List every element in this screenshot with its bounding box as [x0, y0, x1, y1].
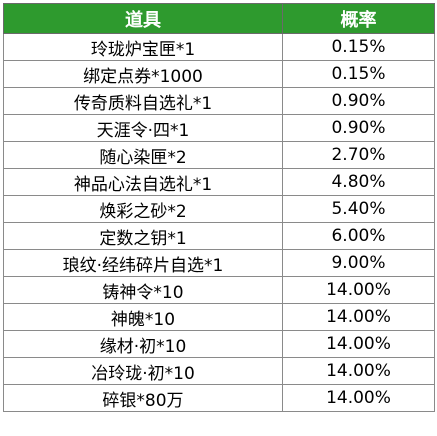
probability-cell: 4.80% — [282, 168, 435, 196]
probability-cell: 0.90% — [282, 114, 435, 142]
table-row: 神品心法自选礼*1 4.80% — [3, 168, 435, 196]
probability-cell: 14.00% — [282, 276, 435, 304]
item-cell: 随心染匣*2 — [3, 141, 283, 169]
item-cell: 焕彩之砂*2 — [3, 195, 283, 223]
table-row: 神魄*10 14.00% — [3, 303, 435, 331]
probability-cell: 2.70% — [282, 141, 435, 169]
item-cell: 传奇质料自选礼*1 — [3, 87, 283, 115]
item-cell: 天涯令·四*1 — [3, 114, 283, 142]
item-cell: 冶玲珑·初*10 — [3, 357, 283, 385]
table-header-row: 道具 概率 — [3, 3, 435, 34]
probability-cell: 9.00% — [282, 249, 435, 277]
probability-cell: 14.00% — [282, 357, 435, 385]
item-cell: 琅纹·经纬碎片自选*1 — [3, 249, 283, 277]
header-item: 道具 — [3, 3, 283, 34]
item-cell: 神魄*10 — [3, 303, 283, 331]
table-row: 天涯令·四*1 0.90% — [3, 114, 435, 142]
table-row: 缘材·初*10 14.00% — [3, 330, 435, 358]
table-row: 琅纹·经纬碎片自选*1 9.00% — [3, 249, 435, 277]
item-cell: 铸神令*10 — [3, 276, 283, 304]
probability-cell: 0.15% — [282, 33, 435, 61]
probability-cell: 0.90% — [282, 87, 435, 115]
table-row: 玲珑炉宝匣*1 0.15% — [3, 33, 435, 61]
probability-cell: 14.00% — [282, 384, 435, 412]
item-cell: 碎银*80万 — [3, 384, 283, 412]
probability-cell: 0.15% — [282, 60, 435, 88]
probability-cell: 6.00% — [282, 222, 435, 250]
table-row: 冶玲珑·初*10 14.00% — [3, 357, 435, 385]
item-cell: 缘材·初*10 — [3, 330, 283, 358]
table-row: 铸神令*10 14.00% — [3, 276, 435, 304]
probability-table-container: 道具 概率 玲珑炉宝匣*1 0.15% 绑定点券*1000 0.15% 传奇质料… — [3, 3, 435, 412]
header-probability: 概率 — [282, 3, 435, 34]
table-row: 随心染匣*2 2.70% — [3, 141, 435, 169]
probability-cell: 14.00% — [282, 330, 435, 358]
table-row: 传奇质料自选礼*1 0.90% — [3, 87, 435, 115]
probability-cell: 5.40% — [282, 195, 435, 223]
table-row: 焕彩之砂*2 5.40% — [3, 195, 435, 223]
item-cell: 定数之钥*1 — [3, 222, 283, 250]
item-cell: 绑定点券*1000 — [3, 60, 283, 88]
probability-table: 道具 概率 玲珑炉宝匣*1 0.15% 绑定点券*1000 0.15% 传奇质料… — [3, 3, 435, 412]
item-cell: 玲珑炉宝匣*1 — [3, 33, 283, 61]
item-cell: 神品心法自选礼*1 — [3, 168, 283, 196]
probability-cell: 14.00% — [282, 303, 435, 331]
table-row: 碎银*80万 14.00% — [3, 384, 435, 412]
table-row: 定数之钥*1 6.00% — [3, 222, 435, 250]
table-row: 绑定点券*1000 0.15% — [3, 60, 435, 88]
